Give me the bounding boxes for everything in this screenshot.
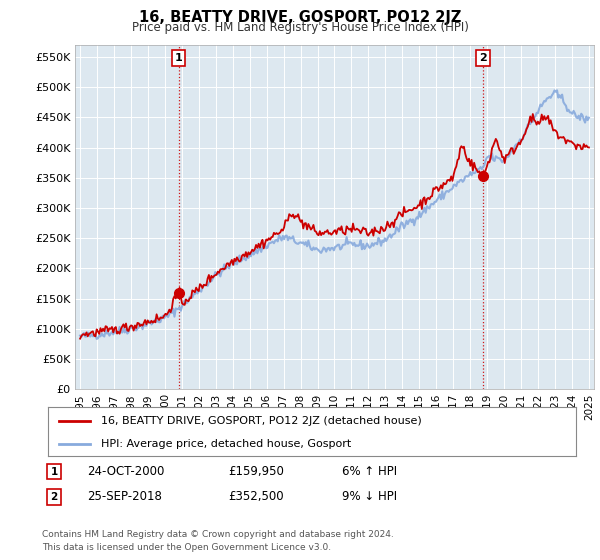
- Text: 25-SEP-2018: 25-SEP-2018: [87, 490, 162, 503]
- Text: 2: 2: [479, 53, 487, 63]
- Text: £159,950: £159,950: [228, 465, 284, 478]
- Text: 6% ↑ HPI: 6% ↑ HPI: [342, 465, 397, 478]
- Text: 1: 1: [50, 466, 58, 477]
- Text: Contains HM Land Registry data © Crown copyright and database right 2024.
This d: Contains HM Land Registry data © Crown c…: [42, 530, 394, 552]
- Text: 16, BEATTY DRIVE, GOSPORT, PO12 2JZ (detached house): 16, BEATTY DRIVE, GOSPORT, PO12 2JZ (det…: [101, 416, 422, 426]
- Text: 24-OCT-2000: 24-OCT-2000: [87, 465, 164, 478]
- Text: 1: 1: [175, 53, 182, 63]
- Text: 2: 2: [50, 492, 58, 502]
- Text: 16, BEATTY DRIVE, GOSPORT, PO12 2JZ: 16, BEATTY DRIVE, GOSPORT, PO12 2JZ: [139, 10, 461, 25]
- Text: £352,500: £352,500: [228, 490, 284, 503]
- Text: Price paid vs. HM Land Registry's House Price Index (HPI): Price paid vs. HM Land Registry's House …: [131, 21, 469, 34]
- Text: 9% ↓ HPI: 9% ↓ HPI: [342, 490, 397, 503]
- Text: HPI: Average price, detached house, Gosport: HPI: Average price, detached house, Gosp…: [101, 439, 351, 449]
